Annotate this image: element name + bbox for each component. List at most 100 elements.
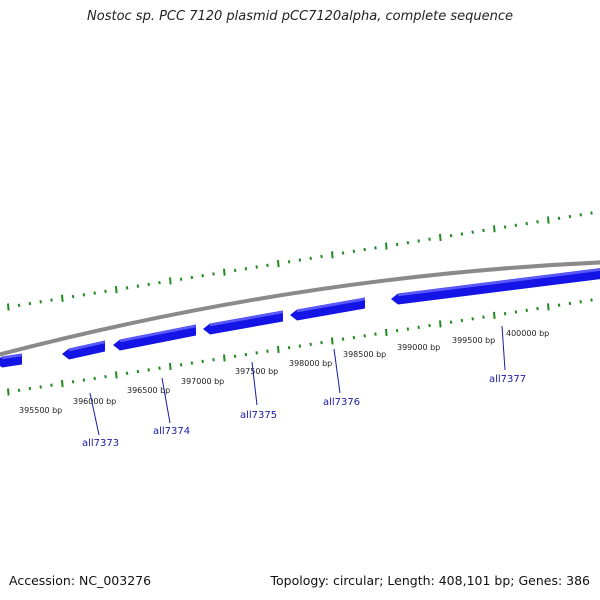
outer-minor-tick bbox=[536, 220, 539, 224]
outer-major-tick bbox=[439, 233, 442, 242]
gene-label-all7376[interactable]: all7376 bbox=[323, 397, 360, 408]
topology-summary: Topology: circular; Length: 408,101 bp; … bbox=[270, 573, 591, 588]
outer-minor-tick bbox=[93, 291, 96, 295]
outer-minor-tick bbox=[341, 251, 345, 255]
scale-label-398500: 398500 bp bbox=[343, 350, 386, 359]
inner-minor-tick bbox=[287, 346, 291, 350]
outer-minor-tick bbox=[28, 301, 32, 306]
outer-minor-tick bbox=[395, 242, 399, 247]
inner-major-tick bbox=[169, 362, 172, 371]
scale-label-395500: 395500 bp bbox=[19, 406, 62, 415]
inner-major-tick bbox=[385, 328, 388, 337]
outer-minor-tick bbox=[449, 234, 453, 238]
accession-label: Accession: NC_003276 bbox=[9, 573, 152, 588]
outer-major-tick bbox=[547, 216, 550, 224]
outer-minor-tick bbox=[320, 254, 323, 259]
outer-minor-tick bbox=[590, 211, 593, 215]
leader-all7375 bbox=[251, 361, 258, 406]
outer-major-tick bbox=[493, 225, 496, 233]
outer-major-tick bbox=[61, 294, 64, 302]
outer-minor-tick bbox=[568, 214, 572, 219]
inner-minor-tick bbox=[406, 327, 410, 331]
inner-minor-tick bbox=[125, 371, 129, 375]
inner-minor-tick bbox=[428, 323, 431, 328]
inner-minor-tick bbox=[503, 311, 507, 316]
inner-minor-tick bbox=[536, 306, 539, 311]
leader-all7373 bbox=[89, 392, 100, 436]
inner-major-tick bbox=[7, 388, 10, 396]
inner-minor-tick bbox=[104, 374, 107, 379]
gene-label-all7377[interactable]: all7377 bbox=[489, 374, 526, 385]
inner-minor-tick bbox=[579, 300, 582, 304]
outer-minor-tick bbox=[557, 216, 561, 221]
inner-minor-tick bbox=[158, 366, 161, 370]
outer-major-tick bbox=[7, 303, 10, 311]
inner-major-tick bbox=[547, 303, 550, 311]
outer-minor-tick bbox=[287, 260, 291, 264]
inner-minor-tick bbox=[460, 318, 464, 323]
inner-major-tick bbox=[439, 320, 442, 328]
scale-labels: 395500 bp 396000 bp 396500 bp 397000 bp … bbox=[19, 329, 549, 415]
inner-minor-tick bbox=[201, 359, 204, 364]
gene-label-all7373[interactable]: all7373 bbox=[82, 438, 119, 449]
plasmid-backbone bbox=[0, 260, 600, 357]
outer-minor-tick bbox=[352, 249, 356, 254]
outer-major-tick bbox=[331, 251, 334, 259]
inner-minor-tick bbox=[341, 337, 345, 341]
leader-all7374 bbox=[161, 377, 171, 424]
map-title: Nostoc sp. PCC 7120 plasmid pCC7120alpha… bbox=[87, 9, 513, 24]
scale-label-400000: 400000 bp bbox=[506, 329, 549, 338]
inner-minor-tick bbox=[568, 301, 572, 306]
outer-minor-tick bbox=[136, 284, 140, 288]
inner-minor-tick bbox=[179, 363, 183, 367]
scale-label-396500: 396500 bp bbox=[127, 386, 170, 395]
gene-label-all7374[interactable]: all7374 bbox=[153, 426, 190, 437]
inner-major-tick bbox=[277, 345, 280, 354]
outer-minor-tick bbox=[309, 256, 312, 261]
outer-minor-tick bbox=[244, 267, 248, 271]
inner-minor-tick bbox=[50, 383, 53, 387]
outer-minor-tick bbox=[125, 286, 129, 290]
gene-label-all7375[interactable]: all7375 bbox=[240, 410, 277, 421]
outer-minor-tick bbox=[147, 282, 150, 287]
inner-minor-tick bbox=[557, 303, 561, 307]
scale-label-397000: 397000 bp bbox=[181, 377, 224, 386]
inner-minor-tick bbox=[374, 332, 377, 336]
inner-minor-tick bbox=[71, 380, 75, 384]
gene-arrow-all7376-highlight bbox=[296, 297, 366, 313]
outer-minor-tick bbox=[17, 303, 21, 307]
inner-minor-tick bbox=[363, 334, 366, 338]
scale-label-399500: 399500 bp bbox=[452, 336, 495, 345]
outer-major-tick bbox=[277, 259, 280, 268]
gene-arrow-all7374-highlight bbox=[119, 324, 197, 343]
inner-minor-tick bbox=[136, 369, 140, 374]
inner-major-tick bbox=[223, 354, 226, 362]
gene-arrow-all7375-highlight bbox=[209, 310, 284, 327]
inner-minor-tick bbox=[525, 308, 528, 312]
inner-minor-tick bbox=[320, 340, 323, 345]
inner-minor-tick bbox=[449, 320, 453, 324]
leader-all7377 bbox=[501, 325, 506, 371]
gene-arrow-all7373-highlight bbox=[68, 340, 106, 352]
inner-minor-tick bbox=[244, 352, 248, 357]
inner-minor-tick bbox=[93, 376, 96, 381]
outer-minor-tick bbox=[255, 265, 258, 269]
outer-minor-tick bbox=[514, 223, 518, 227]
outer-minor-tick bbox=[179, 277, 183, 281]
inner-minor-tick bbox=[39, 385, 42, 389]
outer-minor-tick bbox=[417, 239, 420, 243]
outer-minor-tick bbox=[503, 225, 507, 229]
inner-minor-tick bbox=[514, 310, 518, 314]
outer-minor-tick bbox=[460, 232, 464, 236]
inner-major-tick bbox=[115, 371, 118, 379]
outer-minor-tick bbox=[428, 237, 431, 241]
outer-minor-tick bbox=[212, 272, 215, 276]
inner-minor-tick bbox=[233, 354, 237, 358]
gene-track bbox=[0, 268, 600, 368]
inner-minor-tick bbox=[309, 342, 312, 347]
inner-minor-tick bbox=[395, 329, 399, 333]
outer-minor-tick bbox=[525, 221, 528, 226]
scale-label-397500: 397500 bp bbox=[235, 367, 278, 376]
inner-minor-tick bbox=[417, 325, 420, 330]
